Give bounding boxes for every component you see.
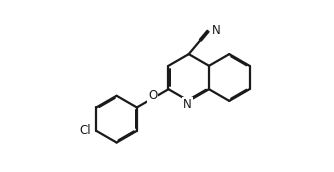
Text: Cl: Cl [79, 124, 91, 137]
Text: N: N [183, 98, 192, 111]
Text: O: O [148, 89, 157, 102]
Text: N: N [212, 24, 221, 37]
